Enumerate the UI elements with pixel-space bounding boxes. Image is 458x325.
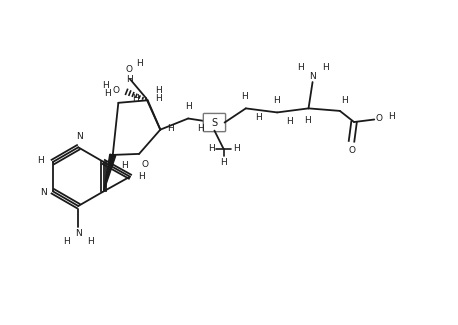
Polygon shape: [104, 154, 116, 191]
Text: H: H: [388, 112, 395, 122]
Text: N: N: [75, 229, 82, 238]
Text: H: H: [136, 59, 143, 68]
Text: H: H: [87, 237, 93, 246]
Text: H: H: [185, 102, 191, 111]
Text: H: H: [233, 144, 240, 153]
Text: H: H: [37, 156, 44, 165]
FancyBboxPatch shape: [203, 113, 226, 132]
Text: H: H: [322, 63, 328, 72]
Text: H: H: [155, 86, 162, 95]
Text: H: H: [341, 96, 348, 105]
Text: S: S: [212, 118, 218, 127]
Text: O: O: [348, 146, 355, 155]
Text: O: O: [125, 65, 132, 74]
Text: H: H: [63, 237, 70, 246]
Text: H: H: [104, 89, 111, 98]
Text: O: O: [142, 160, 148, 169]
Text: H: H: [121, 161, 128, 170]
Text: N: N: [40, 188, 47, 197]
Text: H: H: [168, 124, 174, 133]
Text: H: H: [155, 94, 162, 103]
Text: H: H: [255, 113, 262, 123]
Text: H: H: [297, 63, 304, 72]
Text: H: H: [286, 117, 293, 126]
Text: H: H: [304, 116, 311, 125]
Text: H: H: [273, 96, 279, 105]
Text: H: H: [241, 92, 248, 101]
Text: H: H: [132, 94, 139, 103]
Text: H: H: [139, 172, 145, 181]
Text: N: N: [76, 132, 82, 141]
Text: H: H: [220, 158, 227, 167]
Text: H: H: [197, 124, 204, 133]
Text: O: O: [113, 86, 120, 95]
Text: N: N: [309, 72, 316, 81]
Text: H: H: [207, 144, 214, 153]
Text: H: H: [102, 81, 109, 90]
Text: O: O: [376, 114, 383, 123]
Text: H: H: [126, 75, 133, 84]
